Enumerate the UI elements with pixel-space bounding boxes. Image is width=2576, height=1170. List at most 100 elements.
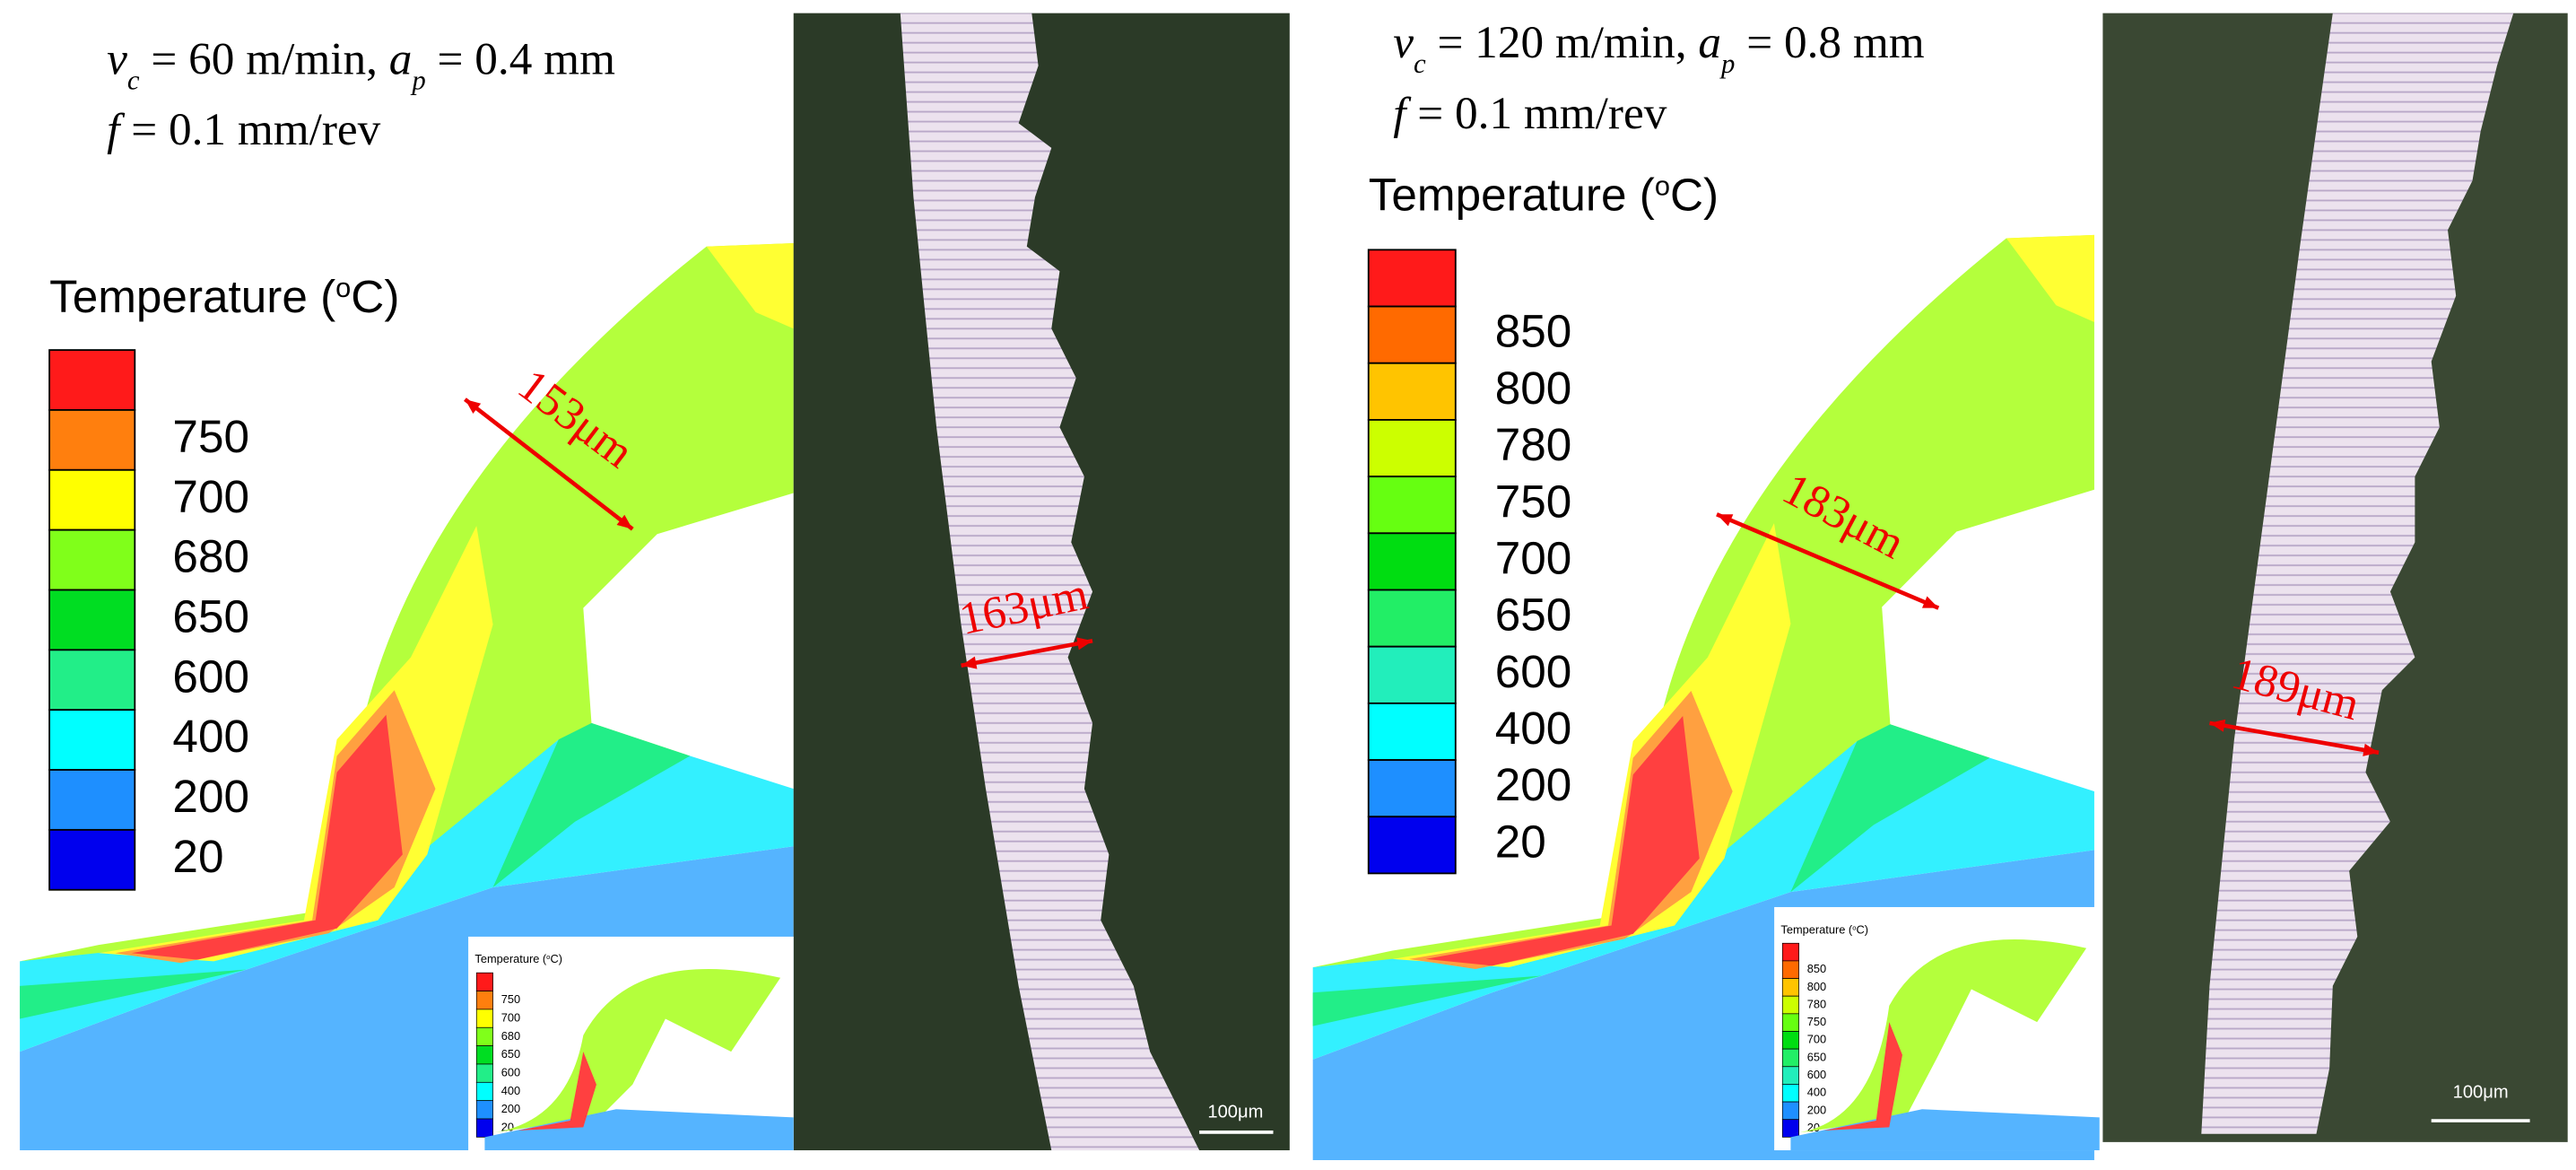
text-part: Temperature (	[1369, 169, 1655, 220]
legend-swatch	[48, 349, 136, 411]
text-part: = 120 m/min,	[1426, 17, 1699, 68]
text-part: v	[107, 33, 127, 84]
text-part: a	[1698, 17, 1721, 68]
legend-swatch	[1367, 645, 1457, 704]
text-part: C)	[1856, 922, 1868, 936]
text-part: v	[1393, 17, 1414, 68]
scale-bar-label: 100μm	[2453, 1082, 2509, 1102]
measure-arrow	[464, 397, 634, 531]
legend-label: 650	[1495, 589, 1572, 641]
legend-label: 700	[172, 471, 249, 522]
text-part: a	[389, 33, 413, 84]
legend-label: 400	[501, 1084, 520, 1097]
arrow-head	[1717, 514, 1734, 527]
cutting-conditions: f = 0.1 mm/rev	[1393, 88, 1667, 139]
legend-swatch	[1781, 995, 1799, 1015]
legend-swatch	[475, 991, 493, 1010]
legend-swatch	[48, 769, 136, 831]
legend-swatch	[475, 1008, 493, 1028]
text-part: o	[1655, 170, 1670, 201]
legend-swatch	[475, 1026, 493, 1046]
text-part: C)	[550, 952, 562, 965]
legend-swatch	[475, 1063, 493, 1083]
text-part: p	[1719, 48, 1735, 79]
legend-label: 750	[1495, 476, 1572, 527]
legend-swatch	[48, 649, 136, 712]
arrow-head	[616, 514, 633, 529]
legend-label: 750	[501, 992, 520, 1006]
measure-arrow	[2209, 720, 2380, 755]
micrograph-1	[793, 13, 1290, 1151]
text-part: o	[335, 271, 351, 302]
legend-swatch	[1781, 1013, 1799, 1032]
legend-swatch	[1781, 978, 1799, 997]
legend-label: 20	[501, 1121, 514, 1134]
legend-label: 650	[1807, 1050, 1826, 1063]
legend-label: 200	[1807, 1103, 1826, 1116]
arrow-head	[465, 399, 482, 415]
legend-swatch	[48, 828, 136, 891]
legend-swatch	[48, 589, 136, 651]
arrow-head	[2363, 743, 2380, 756]
legend-swatch	[1367, 419, 1457, 478]
legend-label: 600	[501, 1066, 520, 1079]
text-part: Temperature (	[1780, 922, 1852, 936]
legend-label: 750	[172, 411, 249, 462]
legend-title: Temperature (oC)	[474, 952, 562, 965]
legend-swatch	[1781, 942, 1799, 962]
legend-swatch	[1781, 1101, 1799, 1121]
text-part: C)	[351, 271, 399, 322]
legend-swatch	[1367, 305, 1457, 364]
legend-swatch	[475, 972, 493, 991]
legend-swatch	[475, 1100, 493, 1120]
inset-chip	[1790, 939, 2087, 1134]
legend-label: 20	[1495, 816, 1546, 867]
legend-title: Temperature (oC)	[49, 271, 399, 322]
text-part: Temperature (	[474, 952, 546, 965]
measure-arrow	[1716, 512, 1940, 610]
text-part: o	[1852, 923, 1856, 931]
cutting-conditions: vc = 60 m/min, ap = 0.4 mm	[107, 33, 615, 95]
arrow-head	[1921, 596, 1939, 608]
legend-label: 20	[172, 831, 223, 882]
legend-label: 700	[1807, 1033, 1826, 1046]
legend-label: 400	[172, 711, 249, 762]
legend-label: 800	[1495, 362, 1572, 414]
inset-workpiece	[484, 1109, 794, 1151]
legend-swatch	[1781, 1084, 1799, 1103]
legend-swatch	[475, 1045, 493, 1065]
legend-label: 750	[1807, 1015, 1826, 1028]
text-part: = 60 m/min,	[140, 33, 389, 84]
legend-label: 680	[501, 1029, 520, 1043]
arrow-head	[961, 656, 978, 669]
text-part: o	[546, 953, 550, 961]
text-part: p	[410, 65, 425, 95]
legend-swatch	[1781, 1066, 1799, 1085]
text-part: c	[127, 65, 140, 95]
legend-swatch	[1367, 476, 1457, 535]
legend-label: 780	[1807, 997, 1826, 1010]
inset-chip	[484, 968, 781, 1134]
inset-hot	[518, 1052, 596, 1131]
legend-label: 780	[1495, 419, 1572, 470]
text-part: = 0.1 mm/rev	[1405, 88, 1667, 139]
legend-swatch	[1367, 759, 1457, 818]
legend-label: 680	[172, 531, 249, 582]
cutting-conditions: vc = 120 m/min, ap = 0.8 mm	[1393, 17, 1925, 79]
legend-label: 200	[172, 771, 249, 822]
legend-label: 400	[1807, 1086, 1826, 1099]
legend-label: 650	[501, 1047, 520, 1061]
legend-label: 700	[1495, 532, 1572, 583]
micrograph-2	[2102, 13, 2568, 1142]
text-part: c	[1414, 48, 1426, 79]
legend-swatch	[1781, 960, 1799, 979]
text-part: = 0.8 mm	[1735, 17, 1924, 68]
text-part: C)	[1670, 169, 1719, 220]
legend-label: 400	[1495, 703, 1572, 754]
legend-label: 200	[1495, 759, 1572, 810]
legend-label: 850	[1807, 962, 1826, 975]
legend-label: 800	[1807, 980, 1826, 993]
legend-swatch	[48, 709, 136, 771]
legend-swatch	[475, 1081, 493, 1102]
